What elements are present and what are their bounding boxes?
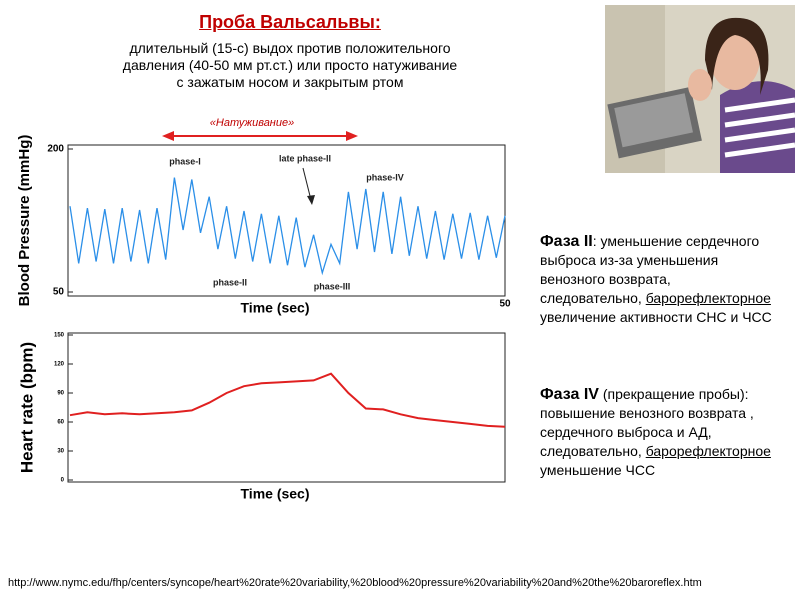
subtitle-line: длительный (15-с) выдох против положител… [129, 40, 451, 56]
text: увеличение активности СНС и ЧСС [540, 309, 772, 325]
plot-frame [67, 332, 506, 483]
plot-frame [67, 144, 506, 297]
arrow-head [307, 195, 315, 205]
source-url: http://www.nymc.edu/fhp/centers/syncope/… [8, 577, 702, 589]
text: барорефлекторное [645, 443, 771, 459]
x-axis-label: Time (sec) [241, 300, 310, 316]
phase-label: late phase-II [279, 153, 331, 163]
y-tick-label: 50 [53, 287, 65, 298]
title: Проба Вальсальвы: [199, 12, 381, 32]
photo [605, 5, 796, 173]
phase-label: phase-II [213, 277, 247, 287]
phase-label: phase-IV [366, 172, 404, 182]
heading: Фаза II [540, 233, 593, 250]
y-tick-label: 200 [47, 144, 64, 155]
y-tick-label: 30 [57, 449, 64, 455]
y-tick-label: 0 [61, 478, 65, 484]
text: барорефлекторное [645, 290, 771, 306]
y-tick-label: 150 [54, 333, 65, 339]
x-axis-label: Time (sec) [241, 486, 310, 502]
y-axis-label: Blood Pressure (mmHg) [16, 135, 33, 307]
text: уменьшение ЧСС [540, 462, 656, 478]
annotation: «Натуживание» [210, 117, 294, 129]
phase2-text: Фаза II: уменьшение сердечного выброса и… [540, 232, 775, 327]
arrow-head [162, 131, 174, 141]
subtitle: длительный (15-с) выдох против положител… [70, 40, 510, 91]
y-tick-label: 90 [57, 391, 64, 397]
text: : уменьшение сердечного выброса из-за ум… [540, 233, 760, 306]
text: (прекращение пробы): повышение венозного… [540, 386, 754, 459]
heading: Фаза IV [540, 386, 599, 403]
phase-arrow [302, 167, 312, 201]
arrow-head [346, 131, 358, 141]
phase4-text: Фаза IV (прекращение пробы): повышение в… [540, 385, 775, 480]
phase-label: phase-III [314, 281, 351, 291]
y-tick-label: 60 [57, 420, 64, 426]
subtitle-line: давления (40-50 мм рт.ст.) или просто на… [122, 57, 458, 73]
x-tick-label: 50 [499, 299, 511, 310]
y-axis-label: Heart rate (bpm) [17, 342, 36, 473]
y-tick-label: 120 [54, 362, 65, 368]
subtitle-line: с зажатым носом и закрытым ртом [176, 74, 404, 90]
data-line [69, 372, 506, 428]
phase-label: phase-I [169, 156, 201, 166]
data-line [69, 177, 506, 276]
